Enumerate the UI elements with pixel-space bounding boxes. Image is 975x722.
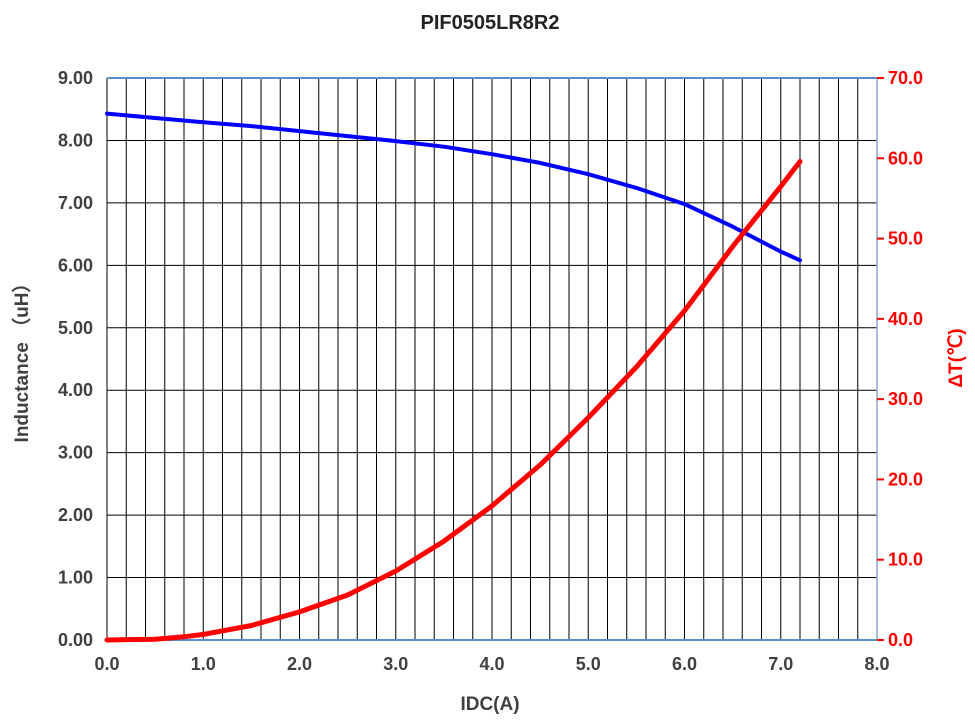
y2-tick-label: 70.0 (888, 68, 923, 88)
x-tick-label: 8.0 (864, 654, 889, 674)
x-axis-title: IDC(A) (460, 694, 519, 715)
chart-title: PIF0505LR8R2 (421, 12, 560, 34)
y-tick-label: 7.00 (58, 193, 93, 213)
grid (106, 77, 884, 641)
y-tick-label: 5.00 (58, 318, 93, 338)
y2-tick-label: 20.0 (888, 469, 923, 489)
y2-tick-label: 0.0 (888, 630, 913, 650)
y-tick-label: 1.00 (58, 568, 93, 588)
x-tick-label: 6.0 (672, 654, 697, 674)
y2-axis-title: ΔT(℃) (946, 328, 967, 387)
y-axis-title: Inductance （uH） (10, 274, 33, 443)
y-tick-label: 2.00 (58, 505, 93, 525)
temperature-rise-line (104, 159, 803, 643)
y-tick-label: 6.00 (58, 255, 93, 275)
y-tick-label: 3.00 (58, 443, 93, 463)
x-tick-label: 1.0 (191, 654, 216, 674)
y2-tick-label: 50.0 (888, 229, 923, 249)
y2-tick-label: 30.0 (888, 389, 923, 409)
y2-tick-label: 40.0 (888, 309, 923, 329)
x-tick-label: 3.0 (383, 654, 408, 674)
inductance-line (105, 111, 802, 263)
y2-tick-label: 10.0 (888, 550, 923, 570)
y2-tick-label: 60.0 (888, 148, 923, 168)
series-layer (104, 111, 803, 643)
x-tick-label: 7.0 (768, 654, 793, 674)
y-tick-label: 8.00 (58, 130, 93, 150)
ticks: 0.00 1.00 2.00 3.00 4.00 5.00 6.00 7.00 8.00 9.00… (58, 68, 923, 674)
x-tick-label: 5.0 (576, 654, 601, 674)
y-tick-label: 0.00 (58, 630, 93, 650)
x-tick-label: 4.0 (479, 654, 504, 674)
x-tick-label: 2.0 (287, 654, 312, 674)
y-tick-label: 9.00 (58, 68, 93, 88)
y-tick-label: 4.00 (58, 380, 93, 400)
x-tick-label: 0.0 (94, 654, 119, 674)
